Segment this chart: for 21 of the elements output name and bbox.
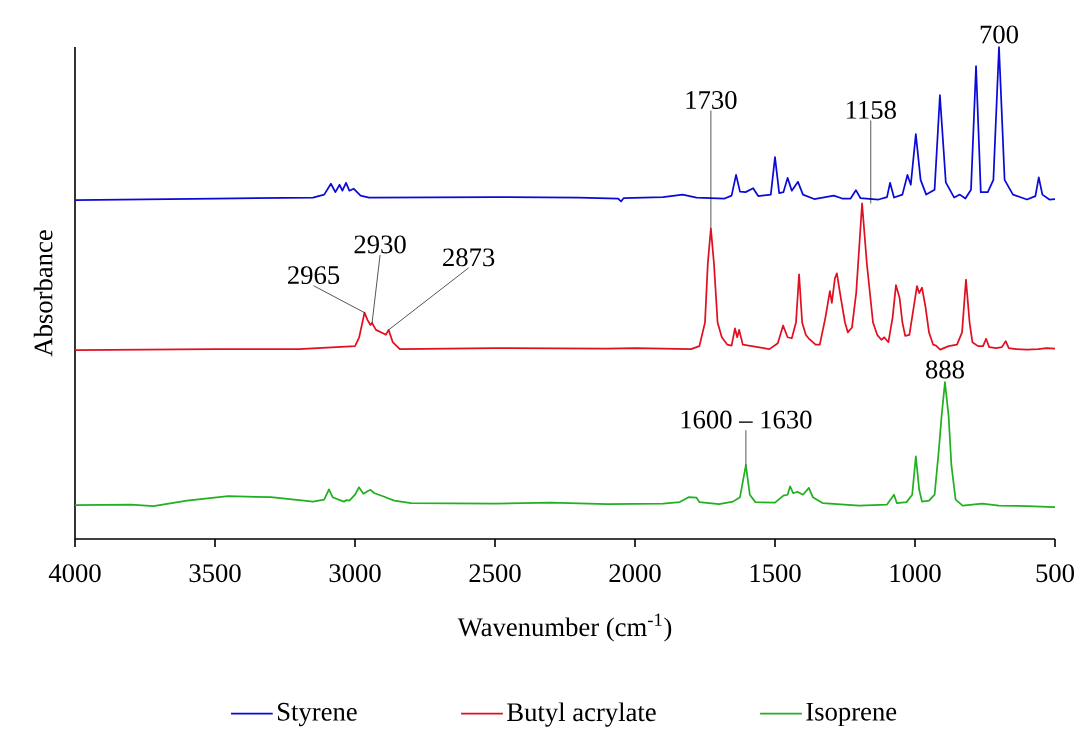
legend-label: Butyl acrylate (507, 702, 656, 727)
annotation: 700 (980, 25, 1018, 44)
x-tick-label: 3000 (329, 564, 381, 583)
x-tick-label: 3500 (189, 564, 241, 583)
x-tick-label: 500 (1036, 564, 1074, 583)
annotation: 1600 – 1630 (681, 410, 812, 429)
y-axis-title: Absorbance (33, 230, 53, 357)
annotation: 888 (925, 360, 964, 379)
x-tick-label: 4000 (48, 564, 101, 583)
x-tick-label: 1000 (890, 564, 941, 583)
legend-label: Styrene (277, 702, 357, 727)
annotation: 2965 (288, 266, 340, 285)
annotation: 2930 (354, 235, 406, 254)
annotation: 2873 (443, 248, 495, 267)
x-tick-label: 2500 (469, 564, 521, 583)
annotation: 1158 (846, 100, 896, 119)
x-tick-label: 2000 (609, 564, 661, 583)
legend-label: Isoprene (806, 702, 897, 727)
x-tick-label: 1500 (750, 564, 801, 583)
x-axis-title: Wavenumber (cm$^{-1}$) (457, 613, 672, 642)
annotation: 1730 (686, 90, 737, 109)
